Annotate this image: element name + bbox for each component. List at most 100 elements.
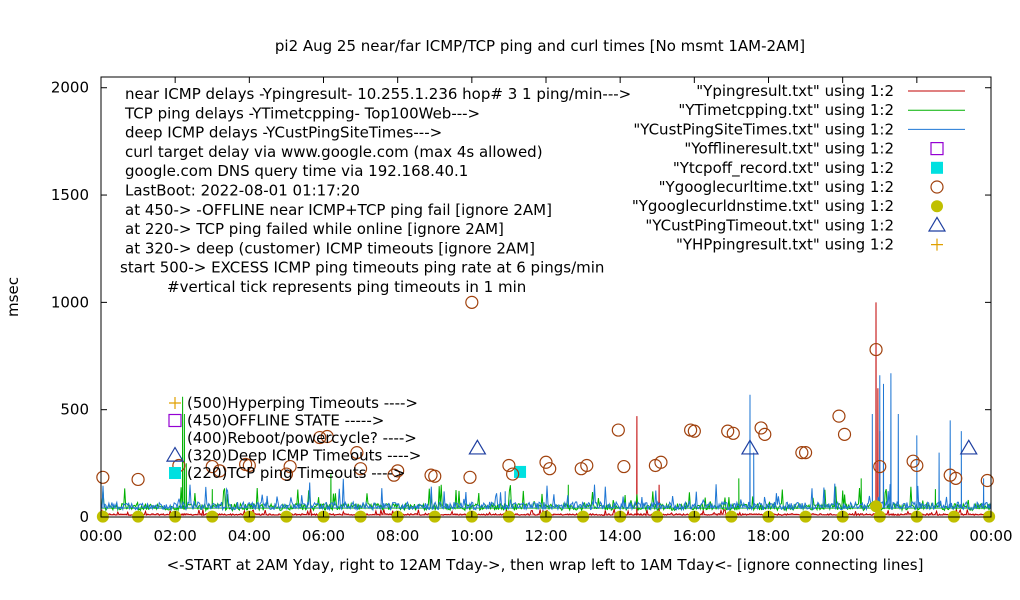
data-point-5 — [279, 467, 294, 481]
data-point-5 — [387, 468, 401, 482]
x-tick-label: 00:00 — [79, 527, 122, 545]
data-point-5 — [980, 473, 994, 488]
info-line: #vertical tick represents ping timeouts … — [167, 278, 526, 296]
x-tick-label: 12:00 — [524, 527, 567, 545]
data-point-5 — [506, 467, 520, 481]
data-point-5 — [654, 455, 668, 469]
data-point-5 — [465, 295, 479, 309]
data-point-5 — [502, 458, 516, 473]
legend-swatch — [930, 180, 944, 194]
legend-label: "Ypingresult.txt" using 1:2 — [696, 82, 894, 100]
data-point-5 — [949, 471, 963, 485]
legend-swatch — [931, 238, 943, 251]
info-text-block: near ICMP delays -Ypingresult- 10.255.1.… — [120, 85, 631, 296]
data-point-5 — [391, 464, 405, 478]
marker-label: (220)TCP ping Timeouts ----> — [187, 464, 405, 482]
data-point-5 — [580, 458, 594, 473]
data-point-5 — [350, 446, 364, 460]
data-point-6 — [870, 500, 883, 513]
x-tick-label: 16:00 — [673, 527, 716, 545]
marker-label-symbol — [165, 446, 185, 462]
legend-label: "YTimetcpping.txt" using 1:2 — [678, 101, 894, 119]
data-point-5 — [798, 446, 813, 460]
data-point-5 — [539, 455, 553, 469]
data-point-5 — [131, 472, 145, 487]
y-tick-label: 2000 — [51, 79, 89, 97]
data-point-5 — [283, 459, 297, 474]
data-point-5 — [617, 459, 631, 474]
legend-label: "YCustPingTimeout.txt" using 1:2 — [645, 216, 894, 234]
x-tick-label: 14:00 — [599, 527, 642, 545]
axes-layer: 00:00 02:00 04:00 06:00 08:00 10:00 12:00 14:00… — [51, 77, 1013, 545]
legend-label: "Ygooglecurltime.txt" using 1:2 — [659, 178, 894, 196]
x-tick-label: 18:00 — [747, 527, 790, 545]
x-axis-label: <-START at 2AM Yday, right to 12AM Tday-… — [167, 556, 924, 574]
data-point-5 — [726, 426, 740, 440]
legend-swatch — [930, 142, 944, 156]
marker-labels: (500)Hyperping Timeouts ---->(450)OFFLIN… — [165, 394, 421, 482]
info-line: curl target delay via www.google.com (ma… — [125, 143, 543, 161]
data-point-5 — [242, 458, 256, 473]
x-tick-label: 06:00 — [302, 527, 345, 545]
data-point-5 — [754, 421, 768, 435]
data-point-5 — [687, 424, 701, 438]
data-point-5 — [721, 424, 735, 438]
data-point-5 — [758, 427, 772, 441]
data-point-5 — [910, 458, 924, 473]
x-tick-label: 08:00 — [376, 527, 419, 545]
data-point-5 — [313, 430, 327, 445]
info-line: deep ICMP delays -YCustPingSiteTimes---> — [125, 124, 442, 142]
legend-swatch — [931, 161, 943, 174]
data-point-5 — [428, 469, 442, 483]
legend-label: "Ygooglecurldnstime.txt" using 1:2 — [632, 197, 894, 215]
y-tick-label: 500 — [60, 401, 89, 419]
info-line: at 320-> deep (customer) ICMP timeouts [… — [125, 239, 535, 257]
y-tick-label: 1000 — [51, 293, 89, 311]
legend-label: "YHPpingresult.txt" using 1:2 — [676, 236, 894, 254]
info-line: google.com DNS query time via 192.168.40… — [125, 162, 468, 180]
x-tick-label: 20:00 — [821, 527, 864, 545]
data-point-5 — [543, 462, 557, 476]
legend-label: "Ytcpoff_record.txt" using 1:2 — [673, 159, 894, 178]
legend-swatch — [931, 200, 943, 213]
legend-label: "Yofflineresult.txt" using 1:2 — [684, 140, 894, 158]
y-tick-label: 0 — [79, 508, 89, 526]
marker-label: (500)Hyperping Timeouts ----> — [187, 394, 418, 412]
legend-label: "YCustPingSiteTimes.txt" using 1:2 — [633, 120, 894, 138]
x-tick-label: 10:00 — [450, 527, 493, 545]
info-line: at 450-> -OFFLINE near ICMP+TCP ping fai… — [125, 201, 552, 219]
data-point-5 — [96, 470, 110, 484]
chart-title: pi2 Aug 25 near/far ICMP/TCP ping and cu… — [275, 37, 805, 55]
info-line: near ICMP delays -Ypingresult- 10.255.1.… — [125, 85, 631, 103]
data-point-5 — [353, 462, 368, 476]
data-point-7 — [959, 439, 978, 455]
info-line: at 220-> TCP ping failed while online [i… — [125, 220, 504, 238]
legend-swatch — [927, 216, 947, 232]
info-line: start 500-> EXCESS ICMP ping timeouts pi… — [120, 259, 604, 277]
data-point-7 — [740, 439, 760, 455]
data-point-5 — [213, 464, 227, 478]
y-axis-label: msec — [4, 277, 22, 317]
x-tick-label: 04:00 — [228, 527, 271, 545]
data-point-5 — [869, 342, 883, 357]
data-point-5 — [837, 427, 852, 441]
marker-label: (320)Deep ICMP Timeouts ----> — [187, 447, 421, 465]
x-tick-label: 00:00 — [969, 527, 1012, 545]
marker-label-symbol — [168, 413, 182, 428]
y-tick-label: 1500 — [51, 186, 89, 204]
data-point-5 — [795, 446, 809, 460]
info-line: TCP ping delays -YTimetcpping- Top100Web… — [124, 104, 480, 122]
marker-label-symbol — [169, 467, 181, 479]
marker-label: (400)Reboot/powercycle? ----> — [187, 429, 417, 447]
data-point-5 — [832, 409, 846, 423]
data-point-4 — [514, 465, 527, 478]
info-line: LastBoot: 2022-08-01 01:17:20 — [125, 182, 360, 200]
data-point-5 — [463, 470, 477, 484]
legend: "Ypingresult.txt" using 1:2"YTimetcpping… — [632, 82, 965, 254]
data-layer — [96, 295, 996, 523]
marker-label-symbol — [169, 397, 181, 409]
x-tick-label: 02:00 — [154, 527, 197, 545]
data-point-5 — [320, 429, 334, 444]
data-point-5 — [611, 423, 625, 437]
